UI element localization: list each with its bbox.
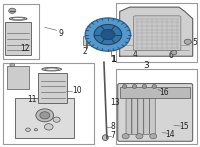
FancyBboxPatch shape [83, 36, 91, 45]
Circle shape [184, 39, 191, 44]
Polygon shape [120, 7, 193, 56]
FancyBboxPatch shape [130, 26, 134, 35]
FancyBboxPatch shape [134, 16, 181, 50]
FancyBboxPatch shape [120, 87, 190, 98]
FancyBboxPatch shape [38, 73, 67, 103]
Circle shape [150, 134, 157, 139]
Circle shape [122, 134, 129, 139]
FancyBboxPatch shape [126, 98, 132, 135]
Text: 7: 7 [110, 131, 115, 140]
Circle shape [36, 109, 54, 122]
Circle shape [85, 18, 131, 51]
Text: 10: 10 [72, 86, 82, 95]
Circle shape [136, 134, 143, 139]
Text: 3: 3 [143, 61, 149, 70]
Circle shape [101, 30, 115, 40]
FancyBboxPatch shape [3, 4, 39, 59]
FancyBboxPatch shape [3, 63, 94, 144]
FancyBboxPatch shape [5, 22, 31, 55]
Text: 6: 6 [169, 51, 173, 60]
Text: 16: 16 [159, 88, 169, 97]
Text: 5: 5 [192, 38, 197, 47]
Ellipse shape [122, 85, 127, 88]
Circle shape [44, 124, 53, 130]
Ellipse shape [12, 18, 25, 20]
Text: 9: 9 [58, 29, 63, 38]
Text: 14: 14 [165, 130, 175, 139]
FancyBboxPatch shape [118, 84, 193, 141]
Ellipse shape [45, 68, 59, 70]
Circle shape [10, 63, 15, 67]
Text: 8: 8 [110, 122, 115, 131]
Text: 15: 15 [179, 122, 189, 131]
Ellipse shape [152, 85, 156, 88]
FancyBboxPatch shape [116, 69, 197, 144]
FancyBboxPatch shape [116, 3, 197, 62]
Text: 13: 13 [110, 98, 120, 107]
Text: 4: 4 [133, 50, 138, 59]
Text: 2: 2 [83, 47, 88, 56]
Ellipse shape [126, 35, 137, 43]
Text: 12: 12 [20, 45, 30, 54]
Circle shape [53, 117, 60, 122]
Ellipse shape [132, 85, 137, 88]
Circle shape [26, 128, 30, 131]
FancyBboxPatch shape [132, 98, 137, 135]
Circle shape [40, 112, 50, 119]
Ellipse shape [102, 135, 108, 141]
Text: 11: 11 [27, 95, 37, 107]
Ellipse shape [142, 85, 147, 88]
FancyBboxPatch shape [144, 98, 149, 135]
Ellipse shape [42, 67, 62, 71]
Circle shape [94, 24, 122, 45]
FancyBboxPatch shape [15, 98, 74, 138]
Circle shape [34, 129, 37, 131]
Circle shape [171, 50, 177, 55]
FancyBboxPatch shape [138, 98, 143, 135]
Text: 1: 1 [110, 55, 116, 64]
Circle shape [9, 8, 16, 13]
Ellipse shape [9, 17, 27, 20]
FancyBboxPatch shape [7, 66, 29, 89]
FancyBboxPatch shape [150, 98, 155, 135]
